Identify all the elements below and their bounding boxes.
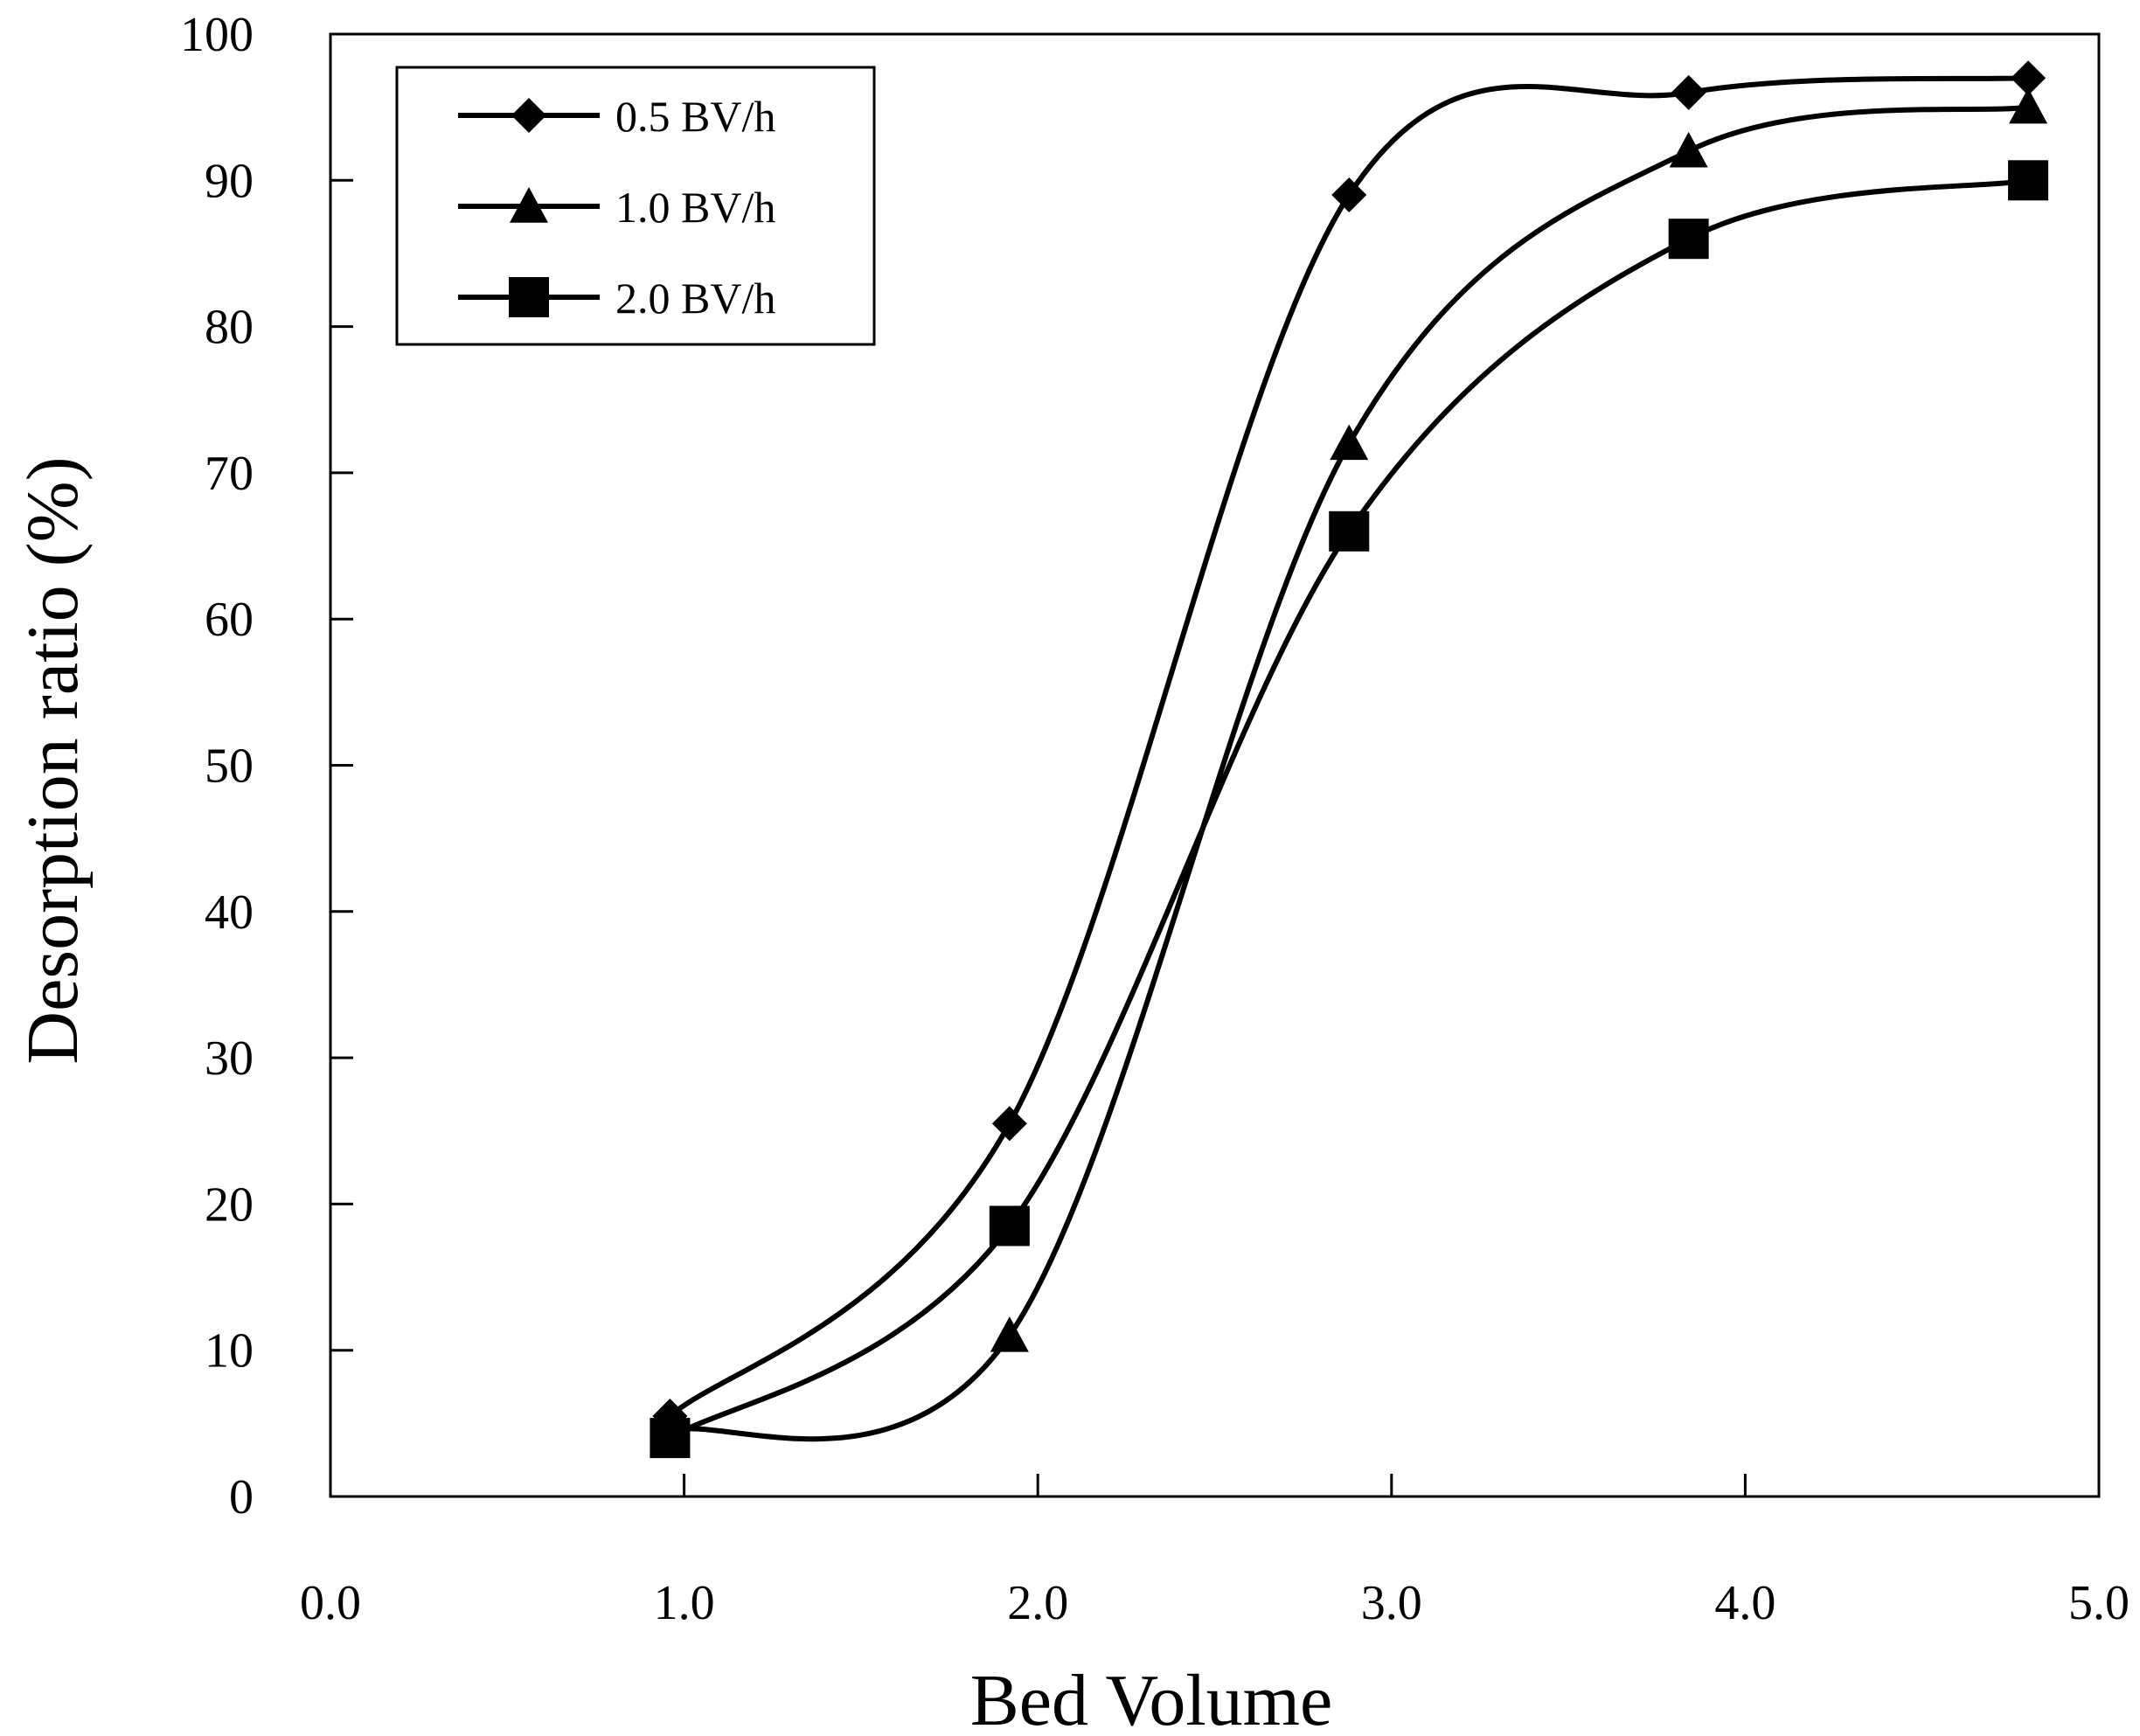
data-point: [1329, 510, 1370, 552]
data-point: [990, 1316, 1029, 1352]
data-point: [1330, 424, 1369, 461]
y-tick-label: 70: [205, 447, 254, 501]
data-point: [2009, 87, 2048, 124]
x-tick-label: 4.0: [1714, 1576, 1775, 1630]
y-tick-label: 20: [205, 1177, 254, 1232]
x-tick-label: 1.0: [654, 1576, 715, 1630]
y-tick-label: 40: [205, 885, 254, 940]
y-tick-label: 80: [205, 301, 254, 355]
legend-marker: [510, 187, 548, 223]
series-line: [669, 104, 2029, 1442]
data-point: [991, 1106, 1027, 1142]
y-tick-label: 100: [180, 8, 254, 62]
x-tick-label: 3.0: [1361, 1576, 1422, 1630]
data-point: [1668, 219, 1709, 260]
data-point: [1331, 177, 1367, 213]
x-tick-label: 2.0: [1007, 1576, 1068, 1630]
legend-item-3: 2.0 BV/h: [458, 274, 775, 323]
series-layer: [650, 60, 2049, 1459]
legend-label: 2.0 BV/h: [615, 274, 775, 323]
legend-marker: [509, 277, 549, 317]
y-tick-label: 90: [205, 154, 254, 208]
y-tick-label: 50: [205, 740, 254, 794]
data-point: [1669, 131, 1708, 168]
data-point: [1671, 74, 1706, 110]
y-tick-label: 30: [205, 1031, 254, 1086]
legend-label: 0.5 BV/h: [615, 92, 775, 141]
y-tick-label: 10: [205, 1324, 254, 1378]
x-axis-title: Bed Volume: [970, 1660, 1333, 1736]
legend-marker: [511, 98, 546, 133]
series-3: [650, 160, 2049, 1459]
data-point: [2008, 160, 2049, 201]
legend-item-1: 0.5 BV/h: [458, 92, 775, 141]
y-axis-title: Desorption ratio (%): [12, 456, 94, 1064]
x-tick-label: 0.0: [300, 1576, 361, 1630]
y-tick-label: 60: [205, 593, 254, 647]
data-point: [650, 1418, 691, 1459]
series-line: [668, 177, 2029, 1441]
series-line: [668, 75, 2029, 1419]
y-tick-label: 0: [229, 1470, 254, 1524]
x-axis: 0.0 1.0 2.0 3.0 4.0 5.0: [300, 1474, 2130, 1630]
data-point: [2011, 60, 2046, 96]
legend-item-2: 1.0 BV/h: [458, 183, 775, 232]
legend: 0.5 BV/h 1.0 BV/h 2.0 BV/h: [395, 66, 876, 346]
x-tick-label: 5.0: [2068, 1576, 2130, 1630]
legend-label: 1.0 BV/h: [615, 183, 775, 232]
y-axis: 0 10 20 30 40 50 60 70 80 90 100: [180, 8, 353, 1524]
data-point: [989, 1205, 1030, 1246]
